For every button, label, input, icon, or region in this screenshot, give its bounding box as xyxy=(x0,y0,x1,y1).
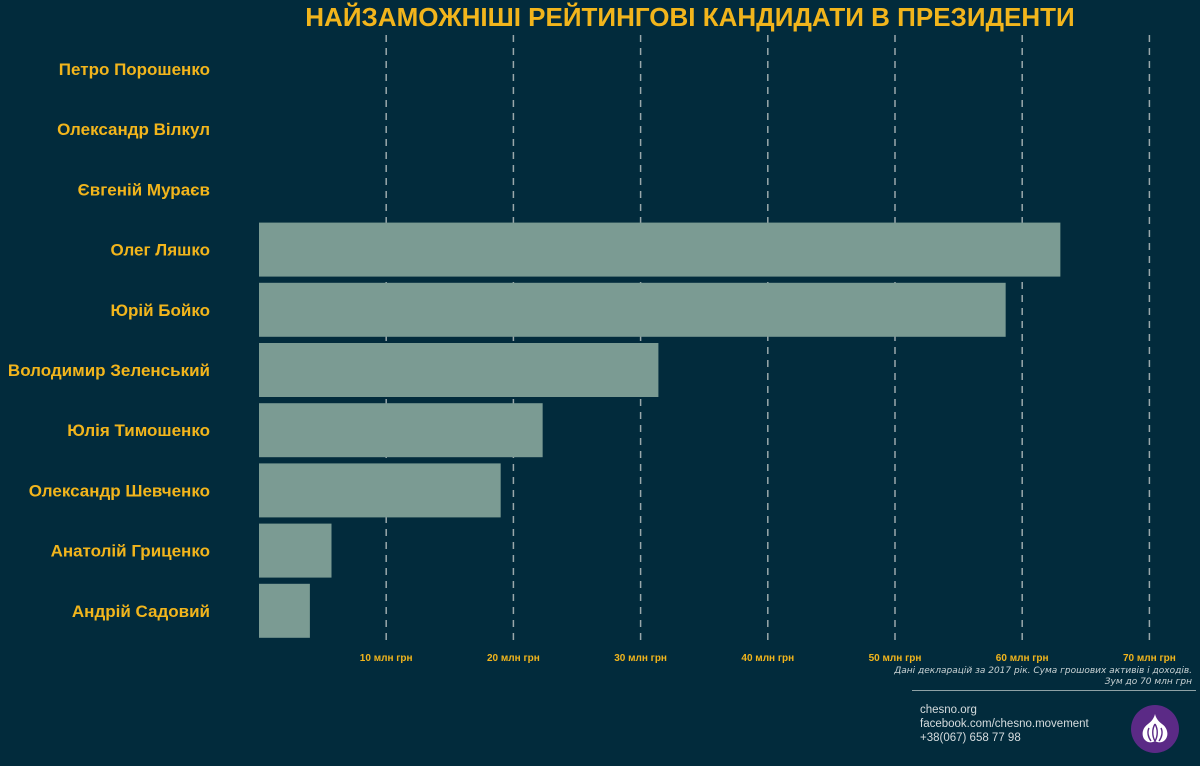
data-note-line-2: Зум до 70 млн грн xyxy=(1104,677,1192,687)
x-axis-ticks: 10 млн грн 20 млн грн 30 млн грн 40 млн грн… xyxy=(360,653,1176,664)
bar xyxy=(259,523,332,578)
data-note-line-1: Дані декларацій за 2017 рік. Сума грошов… xyxy=(894,666,1192,676)
data-note: Дані декларацій за 2017 рік. Сума грошов… xyxy=(872,666,1192,688)
x-tick-label: 10 млн грн xyxy=(360,653,413,664)
bar xyxy=(259,343,659,397)
chart-title: НАЙЗАМОЖНІШІ РЕЙТИНГОВІ КАНДИДАТИ В ПРЕЗ… xyxy=(305,2,1074,32)
category-label: Олександр Шевченко xyxy=(29,481,210,500)
category-label: Олег Ляшко xyxy=(110,241,210,260)
phone-number: +38(067) 658 77 98 xyxy=(920,732,1021,744)
category-labels: Петро Порошенко Олександр Вілкул Євгеній М… xyxy=(8,60,210,621)
x-tick-label: 60 млн грн xyxy=(996,653,1049,664)
category-label: Володимир Зеленський xyxy=(8,361,210,380)
category-label: Анатолій Гриценко xyxy=(51,542,210,561)
bar xyxy=(259,403,543,458)
note-divider xyxy=(912,690,1196,691)
x-tick-label: 40 млн грн xyxy=(741,653,794,664)
x-tick-label: 50 млн грн xyxy=(869,653,922,664)
x-tick-label: 70 млн грн xyxy=(1123,653,1176,664)
bar-chart: НАЙЗАМОЖНІШІ РЕЙТИНГОВІ КАНДИДАТИ В ПРЕЗ… xyxy=(8,2,1176,664)
category-label: Юлія Тимошенко xyxy=(67,421,210,440)
x-tick-label: 30 млн грн xyxy=(614,653,667,664)
website-link[interactable]: chesno.org xyxy=(920,704,977,716)
bars xyxy=(259,222,1061,638)
garlic-icon xyxy=(1131,705,1179,753)
bar xyxy=(259,463,501,518)
category-label: Юрій Бойко xyxy=(110,301,210,320)
facebook-link[interactable]: facebook.com/chesno.movement xyxy=(920,718,1089,730)
grid-lines xyxy=(385,35,1151,645)
bar xyxy=(259,583,310,638)
bar xyxy=(259,222,1061,277)
footer-contacts: chesno.org facebook.com/chesno.movement … xyxy=(920,703,1089,745)
category-label: Олександр Вілкул xyxy=(57,120,210,139)
category-label: Євгеній Мураєв xyxy=(78,180,210,199)
x-tick-label: 20 млн грн xyxy=(487,653,540,664)
bar xyxy=(259,282,1006,337)
category-label: Петро Порошенко xyxy=(59,60,210,79)
category-label: Андрій Садовий xyxy=(72,602,210,621)
